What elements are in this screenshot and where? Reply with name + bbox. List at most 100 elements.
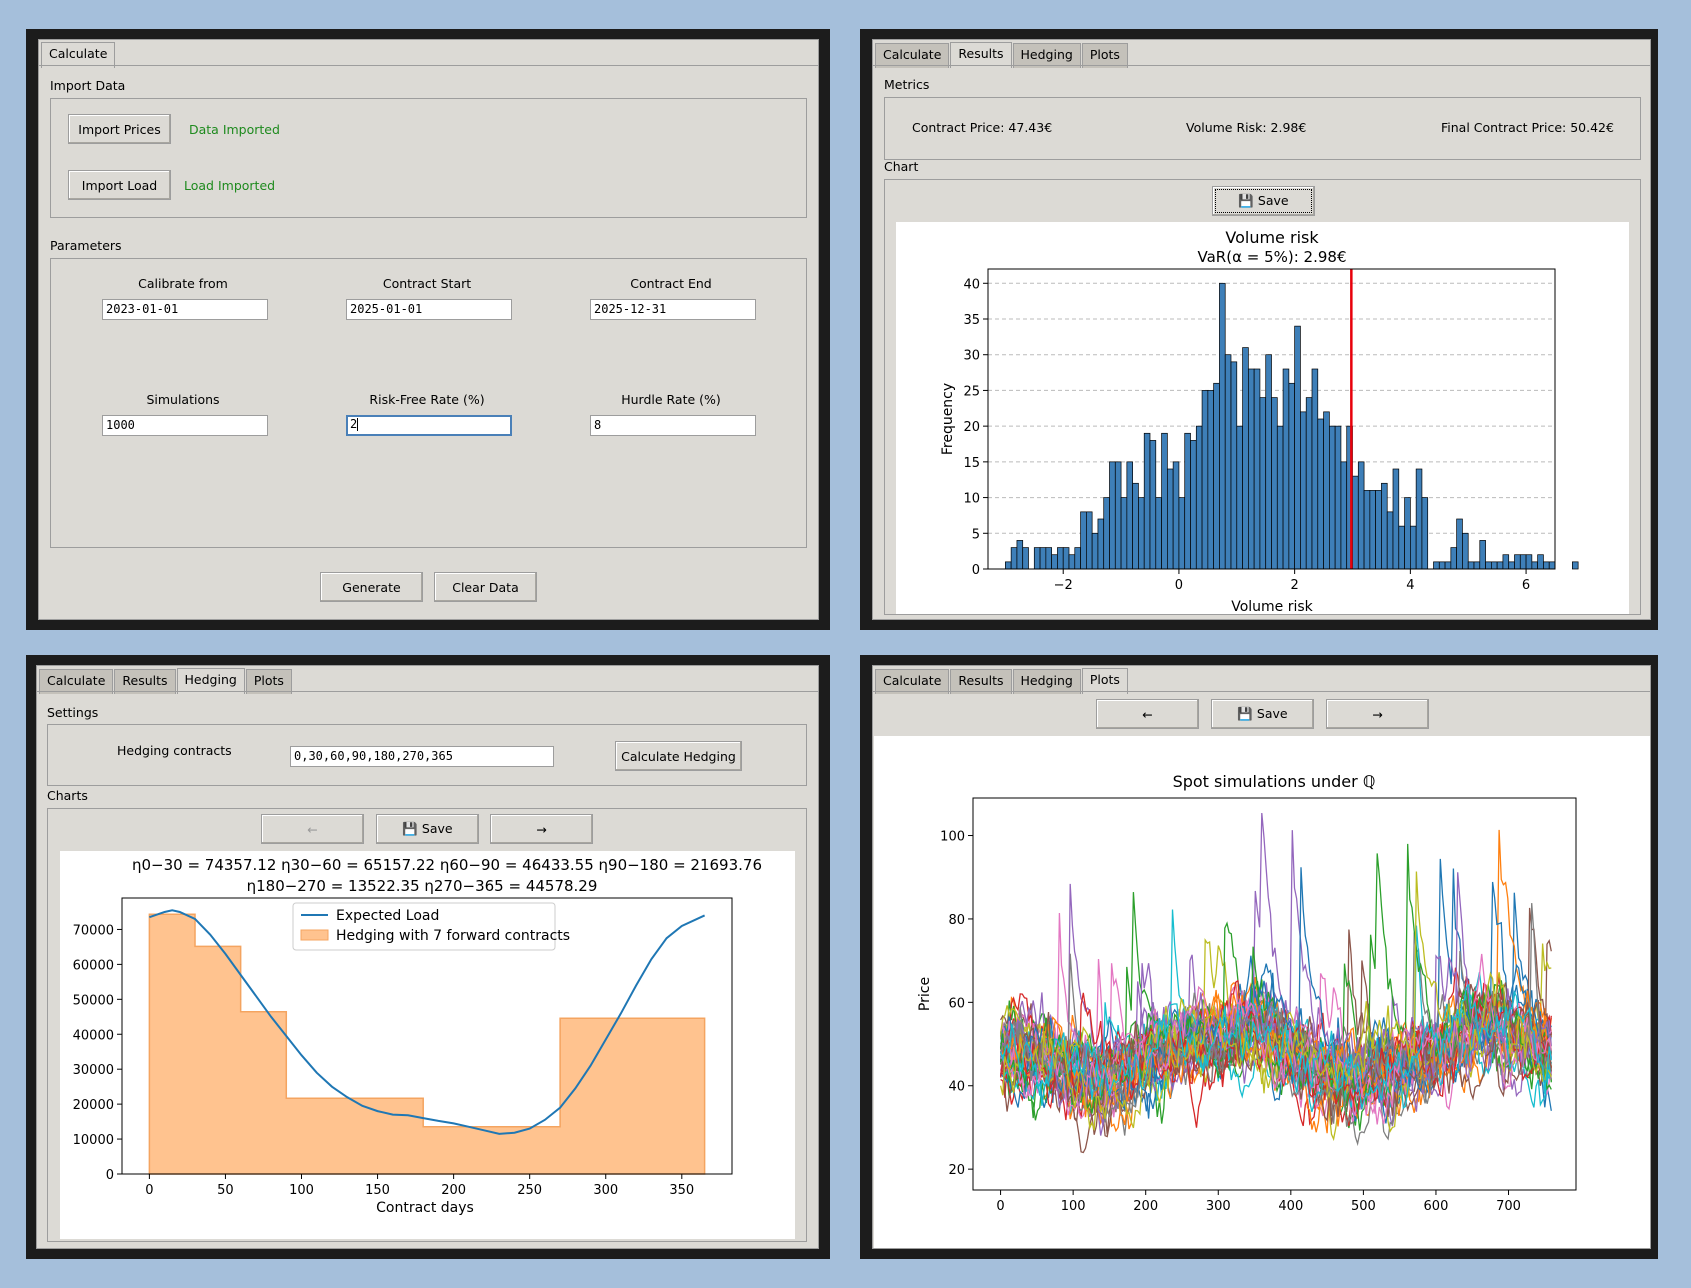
tab-plots[interactable]: Plots [245, 669, 292, 694]
hist-bar [1323, 411, 1330, 570]
tab-calculate[interactable]: Calculate [39, 669, 114, 694]
contract-price-metric: Contract Price: 47.43€ [912, 120, 1053, 135]
prices-status: Data Imported [189, 122, 280, 137]
hedge-xtick-label: 250 [517, 1183, 542, 1198]
simulation-path [999, 872, 1552, 1095]
next-chart-button[interactable]: → [1326, 699, 1429, 729]
text-caret [357, 418, 359, 431]
save-button[interactable]: 💾 Save [1212, 186, 1315, 216]
hist-bar [1207, 390, 1214, 570]
calculate-hedging-button[interactable]: Calculate Hedging [615, 741, 742, 771]
hist-bar [1433, 561, 1440, 570]
tab-plots[interactable]: Plots [1081, 43, 1128, 68]
charts-label: Charts [47, 788, 88, 803]
hist-bar [1514, 554, 1521, 570]
hist-ytick-label: 15 [963, 456, 980, 471]
hist-ytick-label: 30 [963, 349, 980, 364]
tab-calculate[interactable]: Calculate [875, 43, 950, 68]
hist-bar [1184, 432, 1191, 570]
hist-bar [1051, 554, 1058, 570]
tab-results[interactable]: Results [950, 42, 1012, 68]
hedge-ytick-label: 10000 [73, 1133, 114, 1148]
hist-bar [1456, 518, 1463, 570]
hedging-contracts-label: Hedging contracts [117, 743, 232, 758]
hist-ytick-label: 10 [963, 492, 980, 507]
spot-ytick-label: 80 [948, 913, 965, 928]
metrics-group [884, 97, 1641, 160]
hist-bar [1352, 475, 1359, 570]
tab-hedging[interactable]: Hedging [1012, 669, 1081, 694]
expected-load-line [149, 909, 706, 1135]
prev-chart-button[interactable]: ← [261, 814, 364, 844]
hist-bar [1230, 361, 1238, 570]
spot-ytick-label: 20 [948, 1163, 965, 1178]
spot-xtick-label: 500 [1351, 1199, 1376, 1214]
hist-bar [1080, 511, 1087, 570]
simulation-path [999, 983, 1552, 1108]
spot-title: Spot simulations under ℚ [1173, 772, 1376, 791]
hist-bar [1519, 554, 1527, 570]
import-load-button[interactable]: Import Load [68, 170, 171, 200]
next-chart-button[interactable]: → [490, 814, 593, 844]
hist-bar [1548, 561, 1556, 570]
simulations-label: Simulations [146, 392, 220, 407]
contract-start-input[interactable]: 2025-01-01 [346, 299, 512, 320]
legend-box [292, 902, 556, 951]
save-button[interactable]: 💾 Save [376, 814, 479, 844]
tab-divider [873, 65, 1650, 66]
spot-ytick-label: 40 [948, 1080, 965, 1095]
spot-ylabel: Price [917, 977, 933, 1011]
hist-bar [1103, 497, 1110, 570]
hist-bar [1438, 561, 1446, 570]
risk-free-rate-label: Risk-Free Rate (%) [369, 392, 485, 407]
simulations-input[interactable]: 1000 [102, 415, 268, 436]
hist-bar [1508, 561, 1515, 570]
hist-xlabel: Volume risk [1231, 599, 1313, 614]
hist-bar [1479, 540, 1486, 570]
hist-bar [1496, 561, 1504, 570]
hist-ytick-label: 0 [972, 563, 980, 578]
hist-bar [1219, 282, 1226, 570]
hist-bar [1467, 561, 1475, 570]
contract-end-input[interactable]: 2025-12-31 [590, 299, 756, 320]
risk-free-rate-input[interactable]: 2 [346, 415, 512, 436]
hedge-ytick-label: 60000 [73, 958, 114, 973]
hist-bar [1149, 440, 1157, 570]
hist-bar [1114, 461, 1122, 570]
hist-bar [1195, 425, 1203, 570]
hist-bar [1016, 540, 1024, 570]
import-prices-button[interactable]: Import Prices [68, 114, 171, 144]
tab-calculate[interactable]: Calculate [41, 42, 116, 68]
hedge-axes-frame [121, 897, 733, 1175]
save-button[interactable]: 💾 Save [1211, 699, 1314, 729]
hist-xtick-label: −2 [1054, 578, 1073, 593]
hist-bar [1045, 547, 1052, 570]
spot-xtick-label: 300 [1206, 1199, 1231, 1214]
hurdle-rate-input[interactable]: 8 [590, 415, 756, 436]
spot-axes-frame [972, 797, 1577, 1191]
clear-data-button[interactable]: Clear Data [434, 572, 537, 602]
generate-button[interactable]: Generate [320, 572, 423, 602]
tab-results[interactable]: Results [950, 669, 1012, 694]
hedging-contracts-input[interactable]: 0,30,60,90,180,270,365 [290, 746, 554, 767]
tab-plots[interactable]: Plots [1081, 668, 1128, 694]
hist-bar [1334, 425, 1342, 570]
volume-risk-metric: Volume Risk: 2.98€ [1186, 120, 1307, 135]
hist-ytick-label: 35 [963, 313, 980, 328]
hedging-window: Calculate Results Hedging Plots Settings… [26, 655, 830, 1259]
calibrate-from-input[interactable]: 2023-01-01 [102, 299, 268, 320]
results-window: Calculate Results Hedging Plots Metrics … [860, 29, 1658, 630]
prev-chart-button[interactable]: ← [1096, 699, 1199, 729]
hist-xtick-label: 6 [1522, 578, 1530, 593]
chart-label: Chart [884, 159, 919, 174]
hist-subtitle: VaR(α = 5%): 2.98€ [1198, 248, 1347, 266]
hist-bar [1172, 461, 1180, 570]
tab-hedging[interactable]: Hedging [176, 668, 245, 694]
hedge-xtick-label: 100 [289, 1183, 314, 1198]
tab-divider [873, 691, 1650, 692]
metrics-label: Metrics [884, 77, 930, 92]
hist-bar [1450, 547, 1457, 570]
tab-results[interactable]: Results [114, 669, 176, 694]
tab-hedging[interactable]: Hedging [1012, 43, 1081, 68]
tab-calculate[interactable]: Calculate [875, 669, 950, 694]
